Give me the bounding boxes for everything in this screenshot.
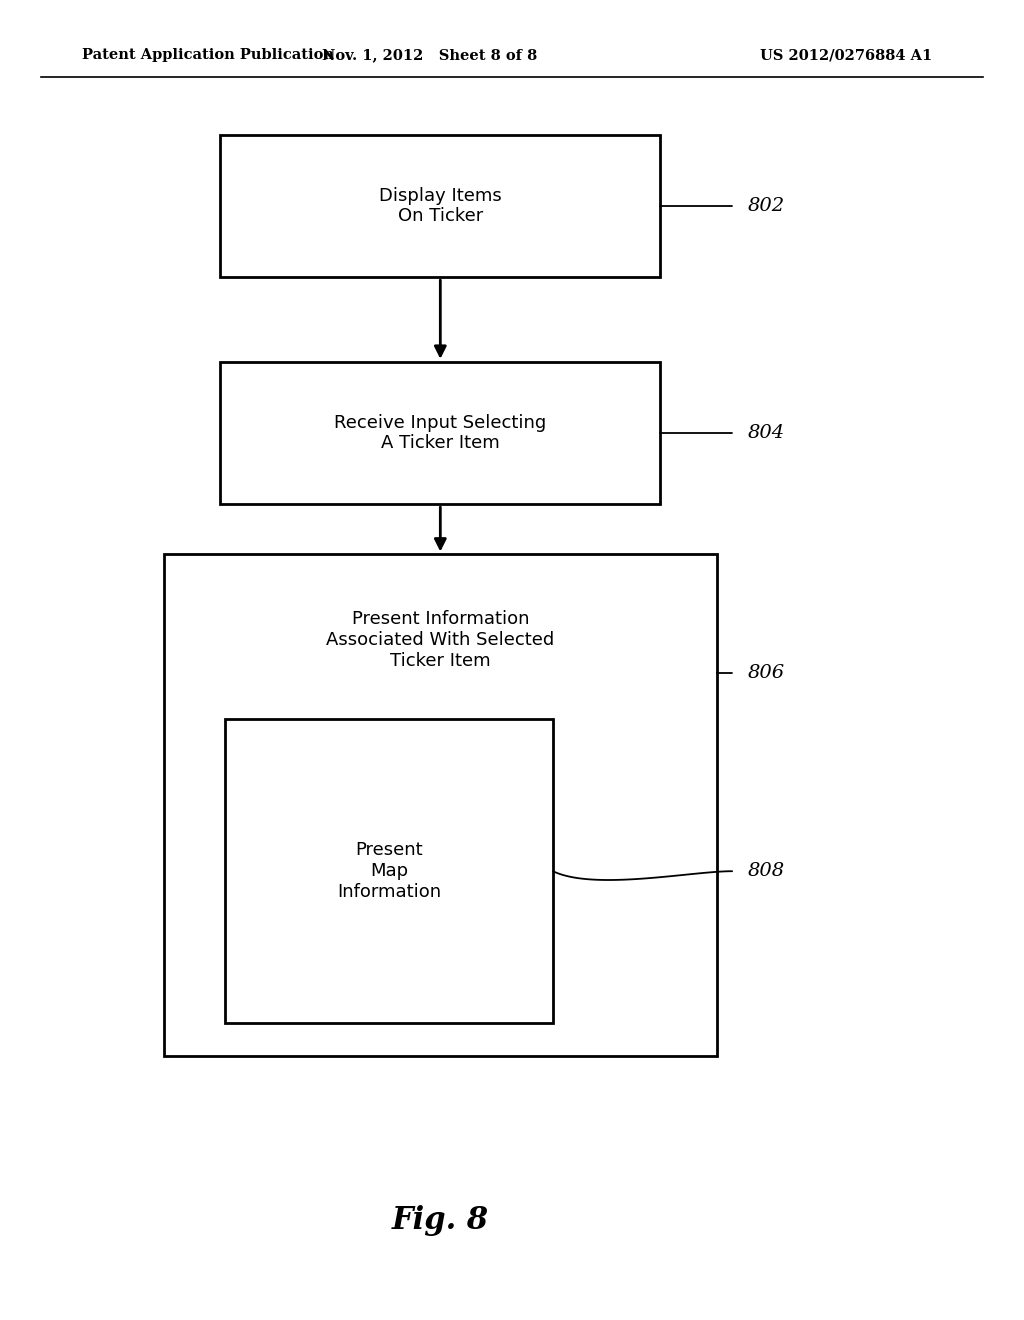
Text: 808: 808 [748, 862, 784, 880]
Text: Display Items
On Ticker: Display Items On Ticker [379, 186, 502, 226]
Text: 806: 806 [748, 664, 784, 682]
Text: 804: 804 [748, 424, 784, 442]
Text: US 2012/0276884 A1: US 2012/0276884 A1 [760, 49, 932, 62]
Text: 802: 802 [748, 197, 784, 215]
Text: Receive Input Selecting
A Ticker Item: Receive Input Selecting A Ticker Item [334, 413, 547, 453]
Text: Nov. 1, 2012   Sheet 8 of 8: Nov. 1, 2012 Sheet 8 of 8 [323, 49, 538, 62]
Text: Fig. 8: Fig. 8 [392, 1205, 488, 1237]
Text: Present Information
Associated With Selected
Ticker Item: Present Information Associated With Sele… [327, 610, 554, 671]
Bar [220, 135, 660, 277]
Bar [225, 719, 553, 1023]
Bar [220, 362, 660, 504]
Bar [164, 554, 717, 1056]
Text: Present
Map
Information: Present Map Information [337, 841, 441, 902]
Text: Patent Application Publication: Patent Application Publication [82, 49, 334, 62]
